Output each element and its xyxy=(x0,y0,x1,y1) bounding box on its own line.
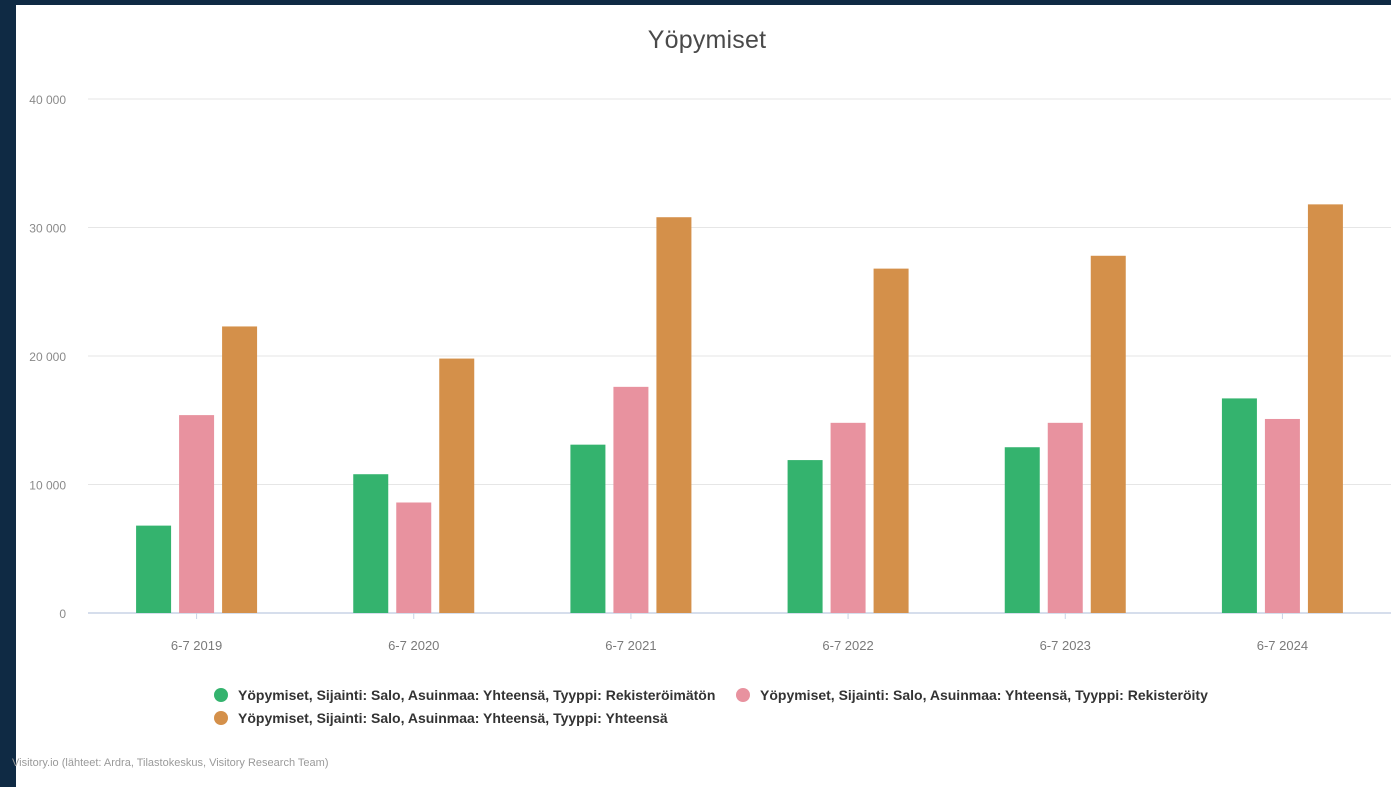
bar xyxy=(179,415,215,613)
legend-swatch-pink xyxy=(736,688,750,702)
y-tick-label: 40 000 xyxy=(29,93,66,107)
bar xyxy=(787,460,823,613)
legend-label: Yöpymiset, Sijainti: Salo, Asuinmaa: Yht… xyxy=(238,710,668,726)
bar xyxy=(1221,398,1257,613)
x-tick-label: 6-7 2020 xyxy=(388,638,439,653)
x-tick-label: 6-7 2021 xyxy=(605,638,656,653)
y-tick-label: 20 000 xyxy=(29,350,66,364)
y-tick-label: 10 000 xyxy=(29,479,66,493)
bar xyxy=(1047,422,1083,613)
legend-label: Yöpymiset, Sijainti: Salo, Asuinmaa: Yht… xyxy=(238,687,716,703)
legend-swatch-green xyxy=(214,688,228,702)
legend-item-rekisteroity[interactable]: Yöpymiset, Sijainti: Salo, Asuinmaa: Yht… xyxy=(736,687,1208,703)
bar xyxy=(830,422,866,613)
bar xyxy=(222,326,258,613)
bar xyxy=(873,268,909,613)
x-tick-label: 6-7 2023 xyxy=(1040,638,1091,653)
bar xyxy=(1004,447,1040,613)
chart-title: Yöpymiset xyxy=(647,26,767,54)
bar xyxy=(1264,418,1300,613)
x-tick-label: 6-7 2024 xyxy=(1257,638,1308,653)
bar xyxy=(613,386,649,613)
x-tick-label: 6-7 2019 xyxy=(171,638,222,653)
legend-item-yhteensa[interactable]: Yöpymiset, Sijainti: Salo, Asuinmaa: Yht… xyxy=(214,710,668,726)
bar xyxy=(570,444,606,613)
bar xyxy=(136,525,172,613)
bar xyxy=(1090,255,1126,613)
legend-item-rekisteroimaton[interactable]: Yöpymiset, Sijainti: Salo, Asuinmaa: Yht… xyxy=(214,687,715,703)
legend-label: Yöpymiset, Sijainti: Salo, Asuinmaa: Yht… xyxy=(760,687,1208,703)
x-tick-label: 6-7 2022 xyxy=(822,638,873,653)
bar xyxy=(1307,204,1343,613)
bar xyxy=(656,217,692,613)
legend-swatch-orange xyxy=(214,711,228,725)
bar xyxy=(439,358,475,613)
y-tick-label: 0 xyxy=(59,607,66,621)
bar xyxy=(353,474,389,613)
bar xyxy=(396,502,432,613)
source-note: Visitory.io (lähteet: Ardra, Tilastokesk… xyxy=(12,757,329,769)
y-tick-label: 30 000 xyxy=(29,222,66,236)
